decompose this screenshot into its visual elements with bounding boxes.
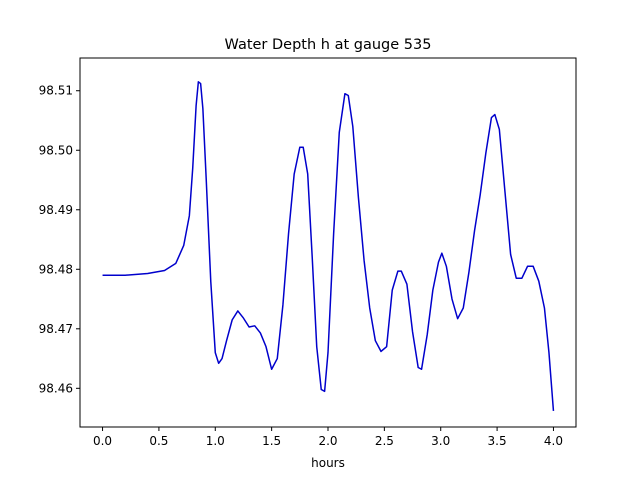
x-axis-label: hours <box>311 456 345 470</box>
x-tick-label: 0.0 <box>93 434 112 448</box>
x-tick-label: 0.5 <box>149 434 168 448</box>
plot-area <box>80 58 576 427</box>
series-line <box>102 81 555 411</box>
x-tick-label: 4.0 <box>544 434 563 448</box>
x-tick-label: 3.0 <box>431 434 450 448</box>
y-tick-label: 98.47 <box>39 322 73 336</box>
x-tick-label: 1.5 <box>262 434 281 448</box>
x-tick-label: 2.5 <box>375 434 394 448</box>
x-tick-label: 3.5 <box>488 434 507 448</box>
plot-frame <box>79 57 577 428</box>
x-tick-label: 1.0 <box>206 434 225 448</box>
plot-background <box>80 58 576 427</box>
y-tick-label: 98.51 <box>39 84 73 98</box>
y-tick-label: 98.49 <box>39 203 73 217</box>
y-axis-ticks: 98.46 98.47 98.48 98.49 98.50 98.51 <box>39 84 80 395</box>
y-tick-label: 98.46 <box>39 381 73 395</box>
y-tick-label: 98.48 <box>39 262 73 276</box>
x-tick-label: 2.0 <box>318 434 337 448</box>
y-tick-label: 98.50 <box>39 143 73 157</box>
x-axis-ticks: 0.0 0.5 1.0 1.5 2.0 2.5 3.0 3.5 4.0 <box>93 427 563 448</box>
chart-title: Water Depth h at gauge 535 <box>225 37 432 53</box>
